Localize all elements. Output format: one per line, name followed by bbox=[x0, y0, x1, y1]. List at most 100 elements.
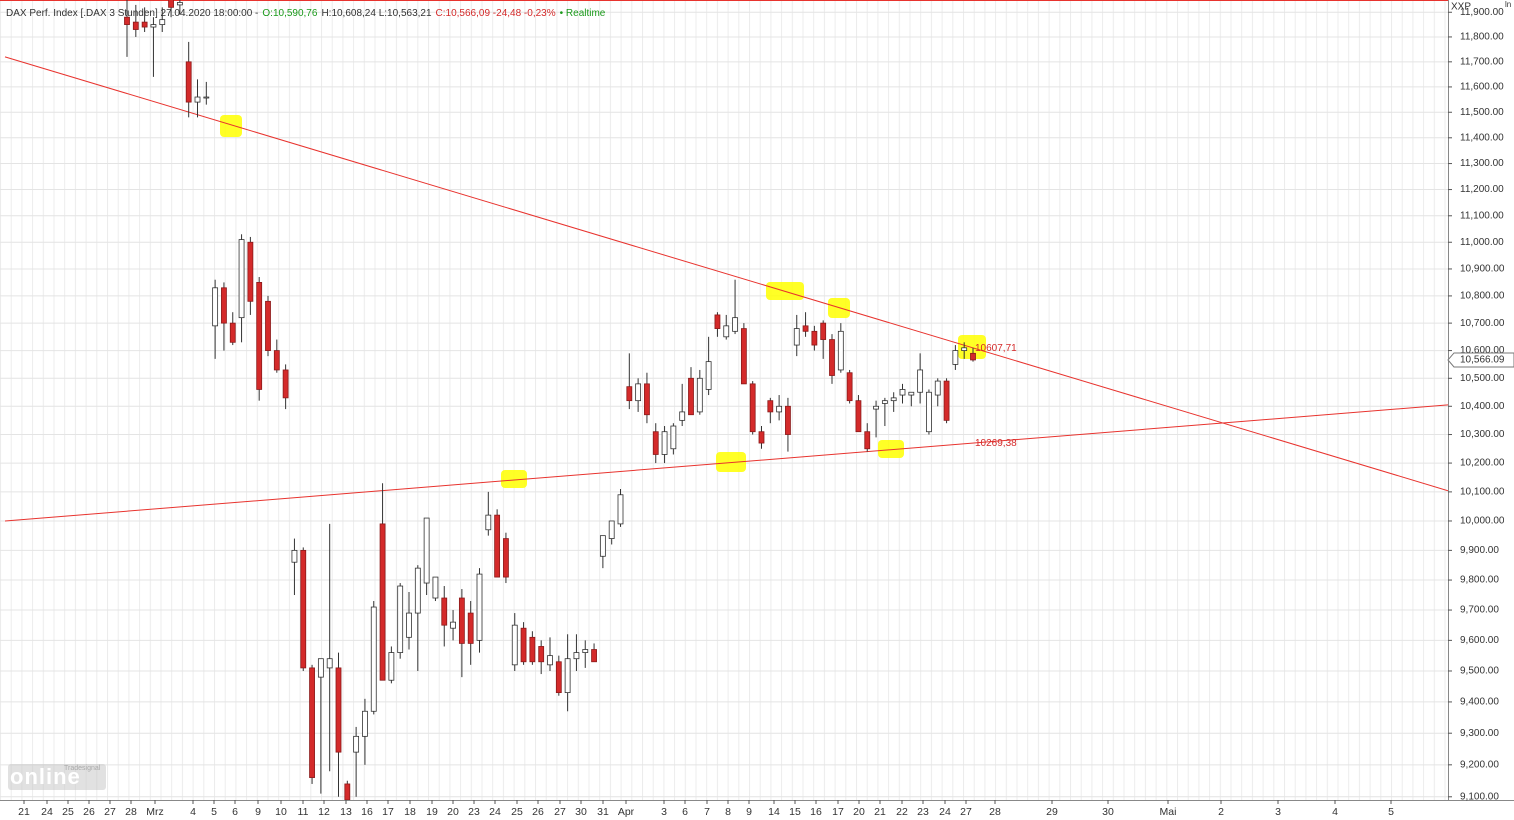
trendline bbox=[4, 56, 1448, 492]
candle-body bbox=[582, 649, 589, 653]
x-tick-label: 8 bbox=[725, 806, 731, 818]
candle-body bbox=[282, 369, 289, 399]
y-tick-label: 9,300.00 bbox=[1460, 728, 1499, 739]
candle-body bbox=[335, 667, 342, 753]
header-part: O:10,590,76 bbox=[262, 8, 317, 19]
x-tick-label: 24 bbox=[41, 806, 53, 818]
candle-body bbox=[124, 16, 130, 25]
y-tick-label: 11,600.00 bbox=[1460, 82, 1504, 93]
candle-body bbox=[132, 21, 139, 30]
y-tick-label: 10,700.00 bbox=[1460, 318, 1505, 329]
y-tick-label: 10,000.00 bbox=[1460, 516, 1505, 527]
x-tick-label: 3 bbox=[661, 806, 667, 818]
x-tick-label: 23 bbox=[917, 806, 929, 818]
candle-body bbox=[785, 405, 791, 435]
candle-body bbox=[732, 317, 738, 332]
x-tick-label: 30 bbox=[1102, 806, 1114, 818]
candle-body bbox=[423, 517, 430, 584]
candle-body bbox=[300, 549, 307, 669]
x-tick-label: 27 bbox=[960, 806, 972, 818]
scale-label: ln bbox=[1505, 0, 1511, 9]
candle-body bbox=[890, 397, 897, 402]
y-tick-label: 11,200.00 bbox=[1460, 184, 1504, 195]
x-tick-label: 18 bbox=[404, 806, 416, 818]
x-tick-label: 5 bbox=[211, 806, 217, 818]
price-tag-label: 10,566.09 bbox=[1460, 355, 1505, 366]
candle-body bbox=[696, 377, 703, 413]
x-tick-label: 26 bbox=[83, 806, 95, 818]
candle-body bbox=[326, 658, 333, 669]
x-tick-label: 13 bbox=[340, 806, 352, 818]
candle-body bbox=[485, 514, 492, 531]
x-tick-label: 5 bbox=[1388, 806, 1394, 818]
highlight bbox=[501, 470, 527, 488]
x-tick-label: Mai bbox=[1160, 806, 1177, 818]
candle-body bbox=[793, 328, 800, 346]
candle-body bbox=[229, 322, 236, 343]
candle-body bbox=[547, 655, 553, 666]
highlight bbox=[958, 335, 986, 359]
y-tick-label: 11,800.00 bbox=[1460, 32, 1504, 43]
y-tick-label: 10,900.00 bbox=[1460, 264, 1505, 275]
x-tick-label: 30 bbox=[575, 806, 587, 818]
header: DAX Perf. Index [.DAX 3 Stunden] 27.04.2… bbox=[6, 8, 606, 19]
candle-body bbox=[388, 652, 395, 681]
y-tick-label: 10,500.00 bbox=[1460, 373, 1505, 384]
y-tick-label: 11,700.00 bbox=[1460, 56, 1504, 67]
x-tick-label: 19 bbox=[426, 806, 438, 818]
plot-background bbox=[0, 0, 1448, 800]
candle-body bbox=[538, 646, 545, 663]
x-tick-label: 21 bbox=[18, 806, 30, 818]
candle-body bbox=[635, 383, 642, 402]
candle-body bbox=[159, 19, 166, 25]
y-tick-label: 10,400.00 bbox=[1460, 401, 1505, 412]
candle-body bbox=[194, 96, 201, 103]
candle-body bbox=[370, 606, 377, 712]
candle-body bbox=[573, 652, 580, 660]
candle-body bbox=[952, 350, 959, 365]
candle-body bbox=[679, 411, 686, 421]
x-tick-label: 25 bbox=[511, 806, 523, 818]
x-tick-label: 16 bbox=[361, 806, 373, 818]
plot-area: 10607,71 10269,38 bbox=[4, 0, 1448, 800]
trendline bbox=[4, 404, 1448, 522]
price-tag bbox=[1447, 352, 1514, 368]
candle-body bbox=[599, 535, 606, 557]
x-tick-label: 20 bbox=[447, 806, 459, 818]
y-tick-label: 11,900.00 bbox=[1460, 7, 1504, 18]
y-tick-label: 11,300.00 bbox=[1460, 158, 1504, 169]
header-part: H:10,608,24 L:10,563,21 bbox=[321, 8, 432, 19]
candle-body bbox=[256, 282, 263, 390]
candle-body bbox=[185, 61, 192, 103]
candle-body bbox=[829, 339, 835, 376]
x-tick-label: Apr bbox=[618, 806, 635, 818]
candle-body bbox=[705, 361, 712, 390]
candle-body bbox=[855, 400, 862, 433]
candle-body bbox=[379, 523, 386, 681]
x-tick-label: 9 bbox=[255, 806, 261, 818]
candle-body bbox=[776, 405, 783, 413]
y-tick-label: 10,200.00 bbox=[1460, 458, 1505, 469]
x-tick-label: 22 bbox=[896, 806, 908, 818]
candle-body bbox=[317, 658, 324, 678]
x-tick-label: 16 bbox=[810, 806, 822, 818]
highlight bbox=[716, 452, 746, 472]
x-tick-label: 17 bbox=[382, 806, 394, 818]
candle-body bbox=[961, 347, 968, 351]
candle-body bbox=[864, 431, 871, 450]
x-tick-label: 6 bbox=[682, 806, 688, 818]
candle-body bbox=[644, 383, 650, 416]
annotation: 10269,38 bbox=[975, 438, 1017, 449]
candle-body bbox=[273, 350, 280, 371]
y-tick-label: 9,500.00 bbox=[1460, 666, 1499, 677]
candle-body bbox=[503, 538, 509, 578]
logo-sub: Tradesignal bbox=[64, 765, 101, 772]
candle-body bbox=[168, 0, 174, 8]
x-tick-label: 11 bbox=[298, 806, 309, 818]
y-tick-label: 10,600.00 bbox=[1460, 345, 1505, 356]
candle-body bbox=[688, 377, 694, 416]
candle-body bbox=[723, 325, 730, 338]
candle-body bbox=[555, 661, 562, 694]
annotation: 10607,71 bbox=[975, 343, 1017, 354]
candle-body bbox=[397, 585, 404, 653]
